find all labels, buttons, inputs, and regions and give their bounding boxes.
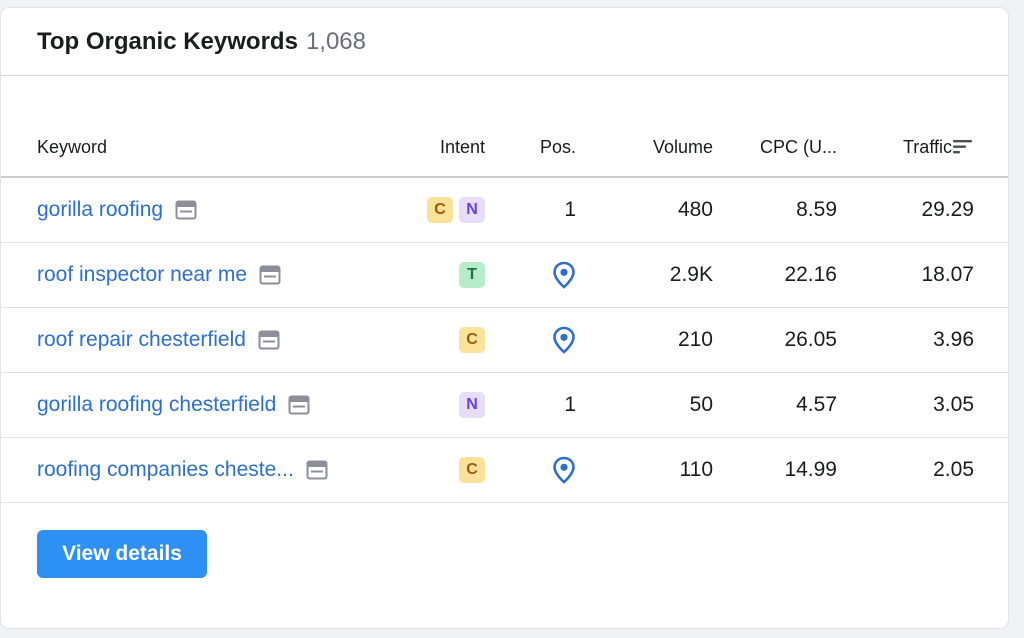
keyword-link[interactable]: gorilla roofing xyxy=(37,198,164,221)
keyword-cell: gorilla roofing xyxy=(1,198,401,222)
traffic-value: 29.29 xyxy=(921,198,974,221)
position-cell: 1 xyxy=(485,198,576,222)
intent-badge-C[interactable]: C xyxy=(459,457,485,483)
intent-badge-C[interactable]: C xyxy=(459,327,485,353)
serp-features-icon[interactable] xyxy=(259,265,281,285)
intent-cell: C xyxy=(401,457,485,483)
position-cell xyxy=(485,456,576,484)
widget-title: Top Organic Keywords xyxy=(37,27,298,55)
cpc-cell: 4.57 xyxy=(796,393,837,416)
serp-features-icon[interactable] xyxy=(306,460,328,480)
intent-cell: T xyxy=(401,262,485,288)
keyword-cell: gorilla roofing chesterfield xyxy=(1,393,401,417)
table-row: roofing companies cheste... C 110 14.99 … xyxy=(1,438,1008,503)
view-details-button[interactable]: View details xyxy=(37,530,207,578)
position-cell: 1 xyxy=(485,393,576,417)
keyword-cell: roof inspector near me xyxy=(1,263,401,287)
table-row: roof inspector near me T 2.9K 22.16 18.0… xyxy=(1,243,1008,308)
position-value: 1 xyxy=(564,393,576,416)
header-volume[interactable]: Volume xyxy=(652,136,713,157)
header-position[interactable]: Pos. xyxy=(539,136,576,157)
traffic-value: 3.96 xyxy=(933,328,974,351)
widget-header: Top Organic Keywords 1,068 xyxy=(1,8,1008,76)
position-value: 1 xyxy=(564,198,576,221)
intent-badge-N[interactable]: N xyxy=(459,392,485,418)
intent-badge-C[interactable]: C xyxy=(427,197,453,223)
table-row: roof repair chesterfield C 210 26.05 3.9… xyxy=(1,308,1008,373)
cpc-cell: 14.99 xyxy=(784,458,837,481)
volume-cell: 110 xyxy=(679,458,713,481)
top-organic-keywords-widget: Top Organic Keywords 1,068 Keyword Inten… xyxy=(1,8,1008,628)
intent-cell: N xyxy=(401,392,485,418)
sort-desc-icon[interactable] xyxy=(952,138,974,156)
position-cell xyxy=(485,261,576,289)
intent-badge-N[interactable]: N xyxy=(459,197,485,223)
traffic-cell: 18.07 xyxy=(837,263,974,287)
keyword-link[interactable]: gorilla roofing chesterfield xyxy=(37,393,277,416)
traffic-cell: 3.05 xyxy=(837,393,974,417)
traffic-cell: 29.29 xyxy=(837,198,974,222)
intent-cell: C xyxy=(401,327,485,353)
header-intent[interactable]: Intent xyxy=(439,136,485,157)
keyword-link[interactable]: roof repair chesterfield xyxy=(37,328,246,351)
traffic-value: 2.05 xyxy=(933,458,974,481)
keyword-cell: roof repair chesterfield xyxy=(1,328,401,352)
traffic-cell: 3.96 xyxy=(837,328,974,352)
volume-cell: 2.9K xyxy=(669,263,713,286)
keyword-link[interactable]: roof inspector near me xyxy=(37,263,248,286)
cpc-cell: 8.59 xyxy=(796,198,837,221)
map-pin-icon[interactable] xyxy=(552,261,576,289)
volume-cell: 210 xyxy=(677,328,713,351)
traffic-value: 18.07 xyxy=(921,263,974,286)
keyword-cell: roofing companies cheste... xyxy=(1,458,401,482)
cpc-cell: 26.05 xyxy=(784,328,837,351)
traffic-cell: 2.05 xyxy=(837,458,974,482)
cpc-cell: 22.16 xyxy=(784,263,837,286)
volume-cell: 50 xyxy=(689,393,713,416)
keyword-count: 1,068 xyxy=(305,27,366,55)
map-pin-icon[interactable] xyxy=(552,326,576,354)
header-cpc[interactable]: CPC (U... xyxy=(759,136,837,157)
keyword-link[interactable]: roofing companies cheste... xyxy=(37,458,294,481)
serp-features-icon[interactable] xyxy=(175,200,197,220)
header-traffic[interactable]: Traffic xyxy=(837,137,974,158)
serp-features-icon[interactable] xyxy=(258,330,280,350)
table-row: gorilla roofing chesterfield N 1 50 4.57… xyxy=(1,373,1008,438)
serp-features-icon[interactable] xyxy=(288,395,310,415)
map-pin-icon[interactable] xyxy=(552,456,576,484)
header-keyword[interactable]: Keyword xyxy=(37,136,108,157)
intent-badge-T[interactable]: T xyxy=(459,262,485,288)
table-header: Keyword Intent Pos. Volume CPC (U... Tra… xyxy=(1,118,1008,178)
position-cell xyxy=(485,326,576,354)
volume-cell: 480 xyxy=(677,198,713,221)
traffic-value: 3.05 xyxy=(933,393,974,416)
keywords-table: Keyword Intent Pos. Volume CPC (U... Tra… xyxy=(1,118,1008,503)
header-traffic-label: Traffic xyxy=(902,136,952,157)
